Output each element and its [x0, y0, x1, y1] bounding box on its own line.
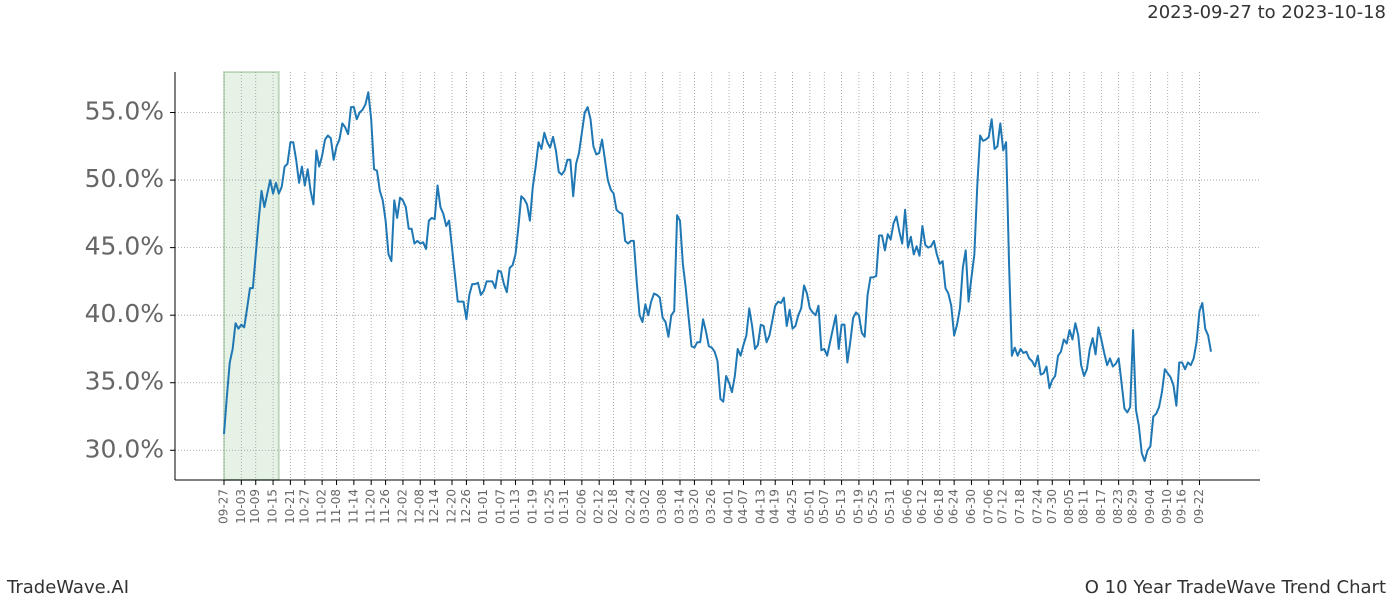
x-tick-label: 09-27	[217, 489, 231, 524]
x-tick-label: 07-12	[996, 489, 1010, 524]
x-tick-label: 12-14	[427, 489, 441, 524]
y-tick-label: 50.0%	[85, 164, 164, 193]
chart-title: O 10 Year TradeWave Trend Chart	[1085, 577, 1386, 598]
x-tick-label: 03-14	[672, 489, 686, 524]
x-tick-label: 06-18	[932, 489, 946, 524]
x-tick-label: 09-22	[1192, 489, 1206, 524]
x-tick-label: 11-14	[346, 489, 360, 524]
x-tick-label: 09-16	[1175, 489, 1189, 524]
x-tick-label: 03-08	[655, 489, 669, 524]
x-tick-label: 05-07	[817, 489, 831, 524]
x-tick-label: 12-02	[395, 489, 409, 524]
x-tick-label: 06-24	[947, 489, 961, 524]
x-tick-label: 04-25	[785, 489, 799, 524]
x-tick-label: 10-03	[234, 489, 248, 524]
y-tick-label: 45.0%	[85, 232, 164, 261]
x-tick-label: 09-04	[1143, 489, 1157, 524]
x-tick-label: 05-01	[802, 489, 816, 524]
x-tick-label: 01-01	[476, 489, 490, 524]
x-tick-label: 10-09	[248, 489, 262, 524]
x-tick-label: 12-08	[413, 489, 427, 524]
x-tick-label: 01-31	[557, 489, 571, 524]
x-tick-label: 03-26	[704, 489, 718, 524]
x-tick-label: 05-31	[883, 489, 897, 524]
x-tick-label: 08-17	[1094, 489, 1108, 524]
x-tick-label: 02-24	[623, 489, 637, 524]
x-tick-label: 07-18	[1013, 489, 1027, 524]
x-tick-label: 05-13	[834, 489, 848, 524]
x-tick-label: 12-20	[444, 489, 458, 524]
x-tick-label: 02-12	[592, 489, 606, 524]
x-tick-label: 05-25	[866, 489, 880, 524]
x-tick-label: 04-19	[768, 489, 782, 524]
x-tick-label: 12-26	[459, 489, 473, 524]
y-tick-label: 30.0%	[85, 434, 164, 463]
x-tick-label: 09-10	[1160, 489, 1174, 524]
x-tick-label: 02-18	[606, 489, 620, 524]
x-tick-label: 01-25	[543, 489, 557, 524]
y-tick-label: 40.0%	[85, 299, 164, 328]
x-tick-label: 05-19	[851, 489, 865, 524]
x-tick-label: 03-02	[638, 489, 652, 524]
x-tick-label: 03-20	[687, 489, 701, 524]
x-tick-label: 02-06	[574, 489, 588, 524]
x-tick-label: 10-15	[266, 489, 280, 524]
x-tick-label: 01-13	[508, 489, 522, 524]
x-tick-label: 04-07	[736, 489, 750, 524]
x-tick-label: 08-23	[1111, 489, 1125, 524]
x-tick-label: 07-06	[981, 489, 995, 524]
x-tick-label: 11-20	[364, 489, 378, 524]
brand: TradeWave.AI	[6, 577, 129, 598]
x-tick-label: 06-30	[964, 489, 978, 524]
y-tick-label: 35.0%	[85, 367, 164, 396]
x-tick-label: 04-13	[753, 489, 767, 524]
x-tick-label: 07-30	[1045, 489, 1059, 524]
x-tick-label: 10-21	[283, 489, 297, 524]
x-tick-label: 08-11	[1077, 489, 1091, 524]
x-tick-label: 01-19	[525, 489, 539, 524]
x-tick-label: 08-05	[1062, 489, 1076, 524]
x-tick-label: 06-12	[915, 489, 929, 524]
x-tick-label: 11-02	[315, 489, 329, 524]
trend-line	[223, 91, 1212, 463]
date-range: 2023-09-27 to 2023-10-18	[1147, 2, 1386, 23]
x-tick-label: 04-01	[722, 489, 736, 524]
x-tick-label: 11-26	[378, 489, 392, 524]
x-tick-label: 07-24	[1030, 489, 1044, 524]
y-tick-label: 55.0%	[85, 97, 164, 126]
x-tick-label: 01-07	[494, 489, 508, 524]
x-tick-label: 11-08	[329, 489, 343, 524]
x-tick-label: 08-29	[1126, 489, 1140, 524]
x-tick-label: 10-27	[297, 489, 311, 524]
shaded-span	[223, 71, 280, 481]
x-tick-label: 06-06	[900, 489, 914, 524]
